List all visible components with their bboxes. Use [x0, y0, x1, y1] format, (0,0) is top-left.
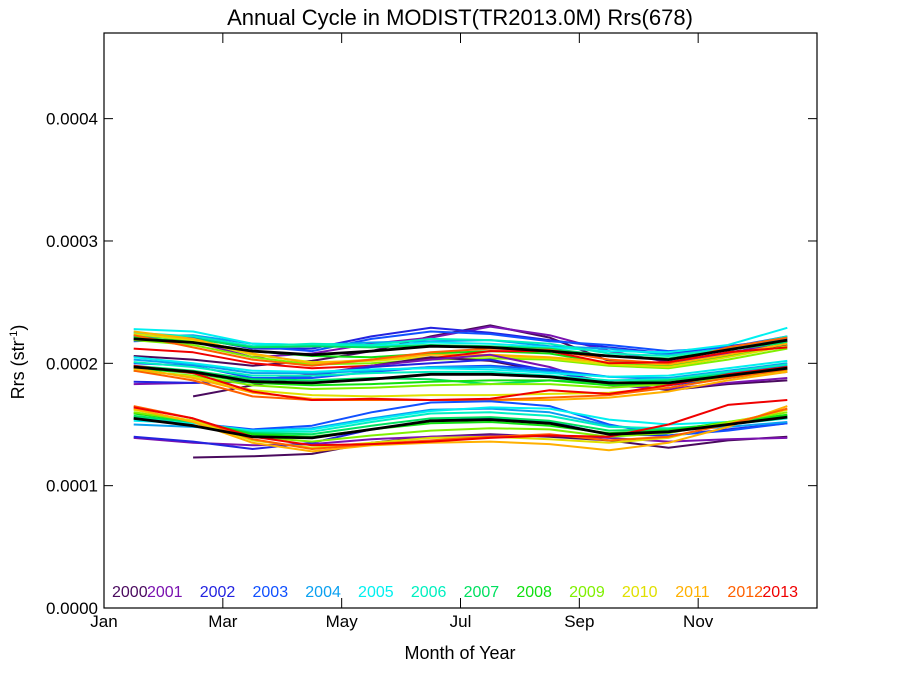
legend-item-2004: 2004: [305, 584, 341, 601]
y-axis-label-superscript: -1: [8, 331, 20, 341]
y-axis-label: Rrs (str-1): [8, 325, 28, 400]
y-tick-label-2: 0.0002: [46, 354, 98, 373]
legend-item-2006: 2006: [411, 584, 447, 601]
legend-item-2013: 2013: [762, 584, 798, 601]
y-tick-label-1: 0.0001: [46, 477, 98, 496]
series-line-upper-2005: [133, 326, 788, 354]
legend-item-2002: 2002: [200, 584, 236, 601]
x-axis-label: Month of Year: [404, 643, 515, 663]
series-line-upper-2013: [133, 346, 788, 370]
legend-item-2000: 2000: [112, 584, 148, 601]
x-tick-label-5: Nov: [683, 612, 714, 631]
chart-title: Annual Cycle in MODIST(TR2013.0M) Rrs(67…: [227, 5, 693, 30]
legend-item-2003: 2003: [253, 584, 289, 601]
x-tick-label-3: Jul: [450, 612, 472, 631]
x-tick-label-4: Sep: [564, 612, 594, 631]
x-tick-label-0: Jan: [90, 612, 117, 631]
series-line-middle-2005: [133, 356, 788, 378]
legend-item-2012: 2012: [727, 584, 763, 601]
y-tick-label-4: 0.0004: [46, 110, 98, 129]
y-axis: 0.0000 0.0001 0.0002 0.0003 0.0004: [46, 110, 817, 618]
series-line-middle-2006: [133, 361, 788, 382]
y-axis-label-text: Rrs (str: [8, 340, 28, 399]
series-line-lower-2001: [133, 434, 788, 447]
x-tick-label-2: May: [326, 612, 359, 631]
legend-item-2008: 2008: [516, 584, 552, 601]
mean-line-middle: [133, 365, 788, 385]
legend-item-2001: 2001: [147, 584, 183, 601]
legend: 2000 2001 2002 2003 2004 2005 2006 2007 2008 2009…: [112, 584, 798, 601]
series-line-lower-2000: [193, 433, 788, 459]
x-axis: Jan Mar May Jul Sep Nov: [90, 33, 714, 631]
series-line-middle-2004: [133, 358, 788, 379]
plot-lines: [133, 324, 788, 459]
series-line-lower-2011: [133, 405, 788, 453]
legend-item-2009: 2009: [569, 584, 605, 601]
legend-item-2011: 2011: [675, 584, 710, 601]
series-line-middle-2013: [133, 364, 788, 401]
y-axis-label-close: ): [8, 325, 28, 331]
series-line-lower-2008: [133, 412, 788, 438]
x-tick-label-1: Mar: [208, 612, 238, 631]
mean-line-upper: [133, 337, 788, 362]
legend-item-2010: 2010: [622, 584, 658, 601]
y-tick-label-0: 0.0000: [46, 599, 98, 618]
y-tick-label-3: 0.0003: [46, 232, 98, 251]
series-line-upper-2006: [133, 331, 788, 357]
legend-item-2005: 2005: [358, 584, 394, 601]
legend-item-2007: 2007: [464, 584, 500, 601]
mean-line-lower: [133, 415, 788, 440]
plot-frame: [103, 32, 818, 609]
